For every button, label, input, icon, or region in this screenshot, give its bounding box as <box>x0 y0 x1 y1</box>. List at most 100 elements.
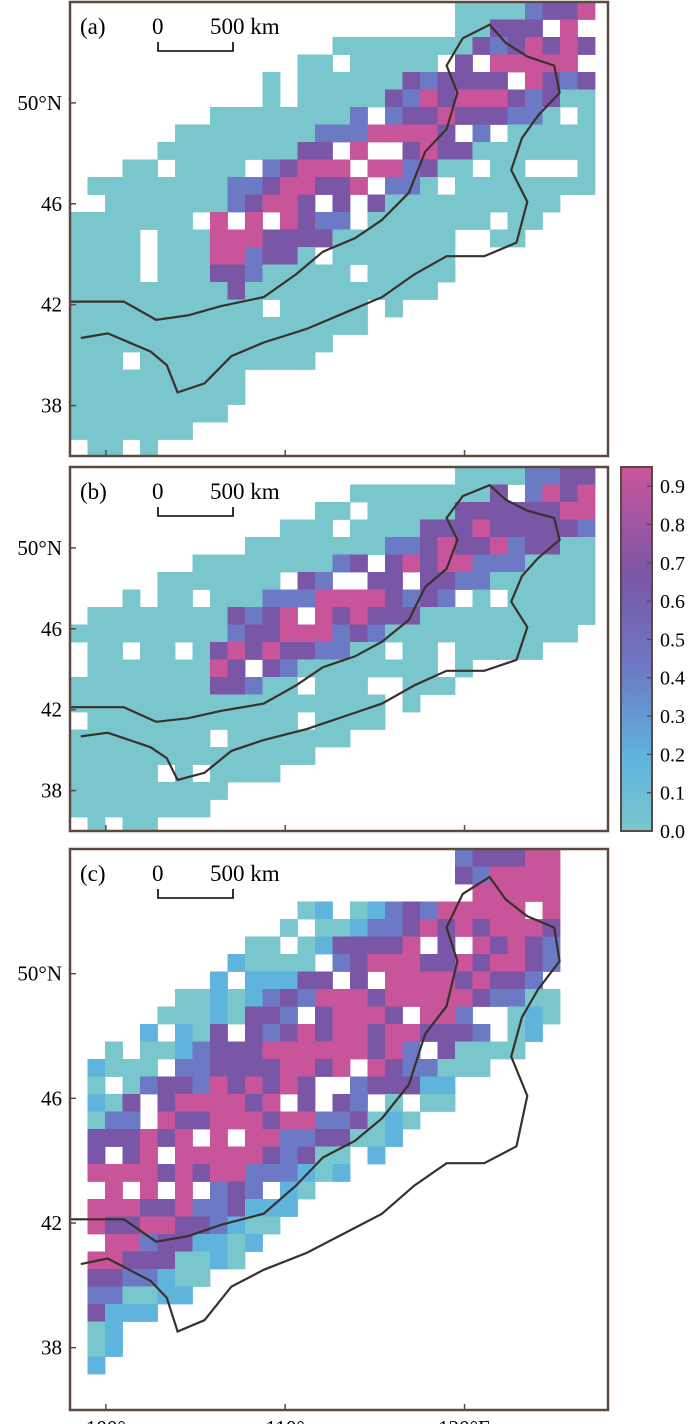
grid-cell <box>280 142 298 160</box>
grid-cell <box>175 194 193 213</box>
lat-tick-label: 38 <box>41 779 62 803</box>
grid-cell <box>157 142 176 160</box>
grid-cell <box>122 764 141 783</box>
grid-cell <box>262 194 281 213</box>
grid-cell <box>70 782 88 800</box>
grid-cell <box>227 107 246 125</box>
grid-cell <box>192 299 211 318</box>
grid-cell <box>420 54 438 73</box>
grid-cell <box>122 1304 141 1322</box>
grid-cell <box>175 422 193 440</box>
grid-cell <box>245 299 263 318</box>
grid-cell <box>367 607 386 625</box>
grid-cell <box>87 642 106 660</box>
grid-cell <box>385 124 403 143</box>
grid-cell <box>402 694 421 713</box>
lon-tick-label: 100° <box>86 1416 126 1424</box>
grid-cell <box>70 317 88 335</box>
grid-cell <box>140 317 158 335</box>
grid-cell <box>472 1041 491 1060</box>
grid-cell <box>297 1076 316 1095</box>
grid-cell <box>367 572 386 590</box>
grid-cell <box>122 1129 141 1147</box>
grid-cell <box>472 589 491 608</box>
grid-cell <box>87 352 106 370</box>
grid-cell <box>472 537 491 555</box>
grid-cell <box>402 1041 421 1060</box>
grid-cell <box>332 1111 351 1130</box>
grid-cell <box>157 782 176 800</box>
grid-cell <box>350 124 368 143</box>
grid-cell <box>262 142 281 160</box>
grid-cell <box>420 247 438 265</box>
grid-cell <box>350 142 368 160</box>
grid-cell <box>210 1129 228 1147</box>
grid-cell <box>87 817 106 831</box>
grid-cell <box>490 19 508 38</box>
grid-cell <box>542 866 561 885</box>
grid-cell <box>87 212 106 230</box>
grid-cell <box>227 677 246 695</box>
grid-cell <box>262 107 281 125</box>
grid-cell <box>367 1146 386 1165</box>
grid-cell <box>157 799 176 818</box>
grid-cell <box>420 642 438 660</box>
grid-cell <box>122 712 141 730</box>
grid-cell <box>402 1024 421 1042</box>
grid-cell <box>245 1094 263 1112</box>
grid-cell <box>262 352 281 370</box>
grid-cell <box>297 334 316 353</box>
grid-cell <box>280 352 298 370</box>
grid-cell <box>472 107 491 125</box>
grid-cell <box>227 1251 246 1270</box>
grid-cell <box>472 177 491 195</box>
grid-cell <box>70 422 88 440</box>
grid-cell <box>105 229 123 248</box>
grid-cell <box>315 1041 333 1060</box>
grid-cell <box>192 1111 211 1130</box>
grid-cell <box>157 212 176 230</box>
grid-cell <box>210 212 228 230</box>
grid-cell <box>490 159 508 178</box>
grid-cell <box>245 1164 263 1182</box>
grid-cell <box>175 694 193 713</box>
grid-cell <box>332 264 351 283</box>
grid-cell <box>420 1006 438 1025</box>
grid-cell <box>350 317 368 335</box>
grid-cell <box>122 1234 141 1252</box>
grid-cell <box>507 849 526 867</box>
grid-cell <box>402 229 421 248</box>
grid-cell <box>245 936 263 955</box>
grid-cell <box>455 2 473 20</box>
grid-cell <box>297 519 316 538</box>
grid-cell <box>315 54 333 73</box>
grid-cell <box>157 422 176 440</box>
grid-cell <box>157 1076 176 1095</box>
grid-cell <box>245 642 263 660</box>
grid-cell <box>315 659 333 678</box>
grid-cell <box>577 589 596 608</box>
grid-cell <box>472 901 491 920</box>
grid-cell <box>227 1006 246 1025</box>
grid-cell <box>367 247 386 265</box>
grid-cell <box>437 229 456 248</box>
grid-cell <box>122 317 141 335</box>
grid-cell <box>122 369 141 388</box>
grid-cell <box>577 2 596 20</box>
grid-cell <box>175 159 193 178</box>
grid-cell <box>350 607 368 625</box>
grid-cell <box>507 194 526 213</box>
grid-cell <box>105 299 123 318</box>
grid-cell <box>227 1199 246 1217</box>
grid-cell <box>140 799 158 818</box>
grid-cell <box>472 554 491 573</box>
map-panel-a: (a) 0 500 km 38 42 46 50°N <box>17 0 610 458</box>
grid-cell <box>245 1181 263 1200</box>
grid-cell <box>140 782 158 800</box>
grid-cell <box>315 72 333 90</box>
grid-cell <box>315 159 333 178</box>
grid-cell <box>280 971 298 990</box>
grid-cell <box>350 37 368 55</box>
grid-cell <box>297 107 316 125</box>
colorbar-tick-label: 0.3 <box>660 706 685 728</box>
